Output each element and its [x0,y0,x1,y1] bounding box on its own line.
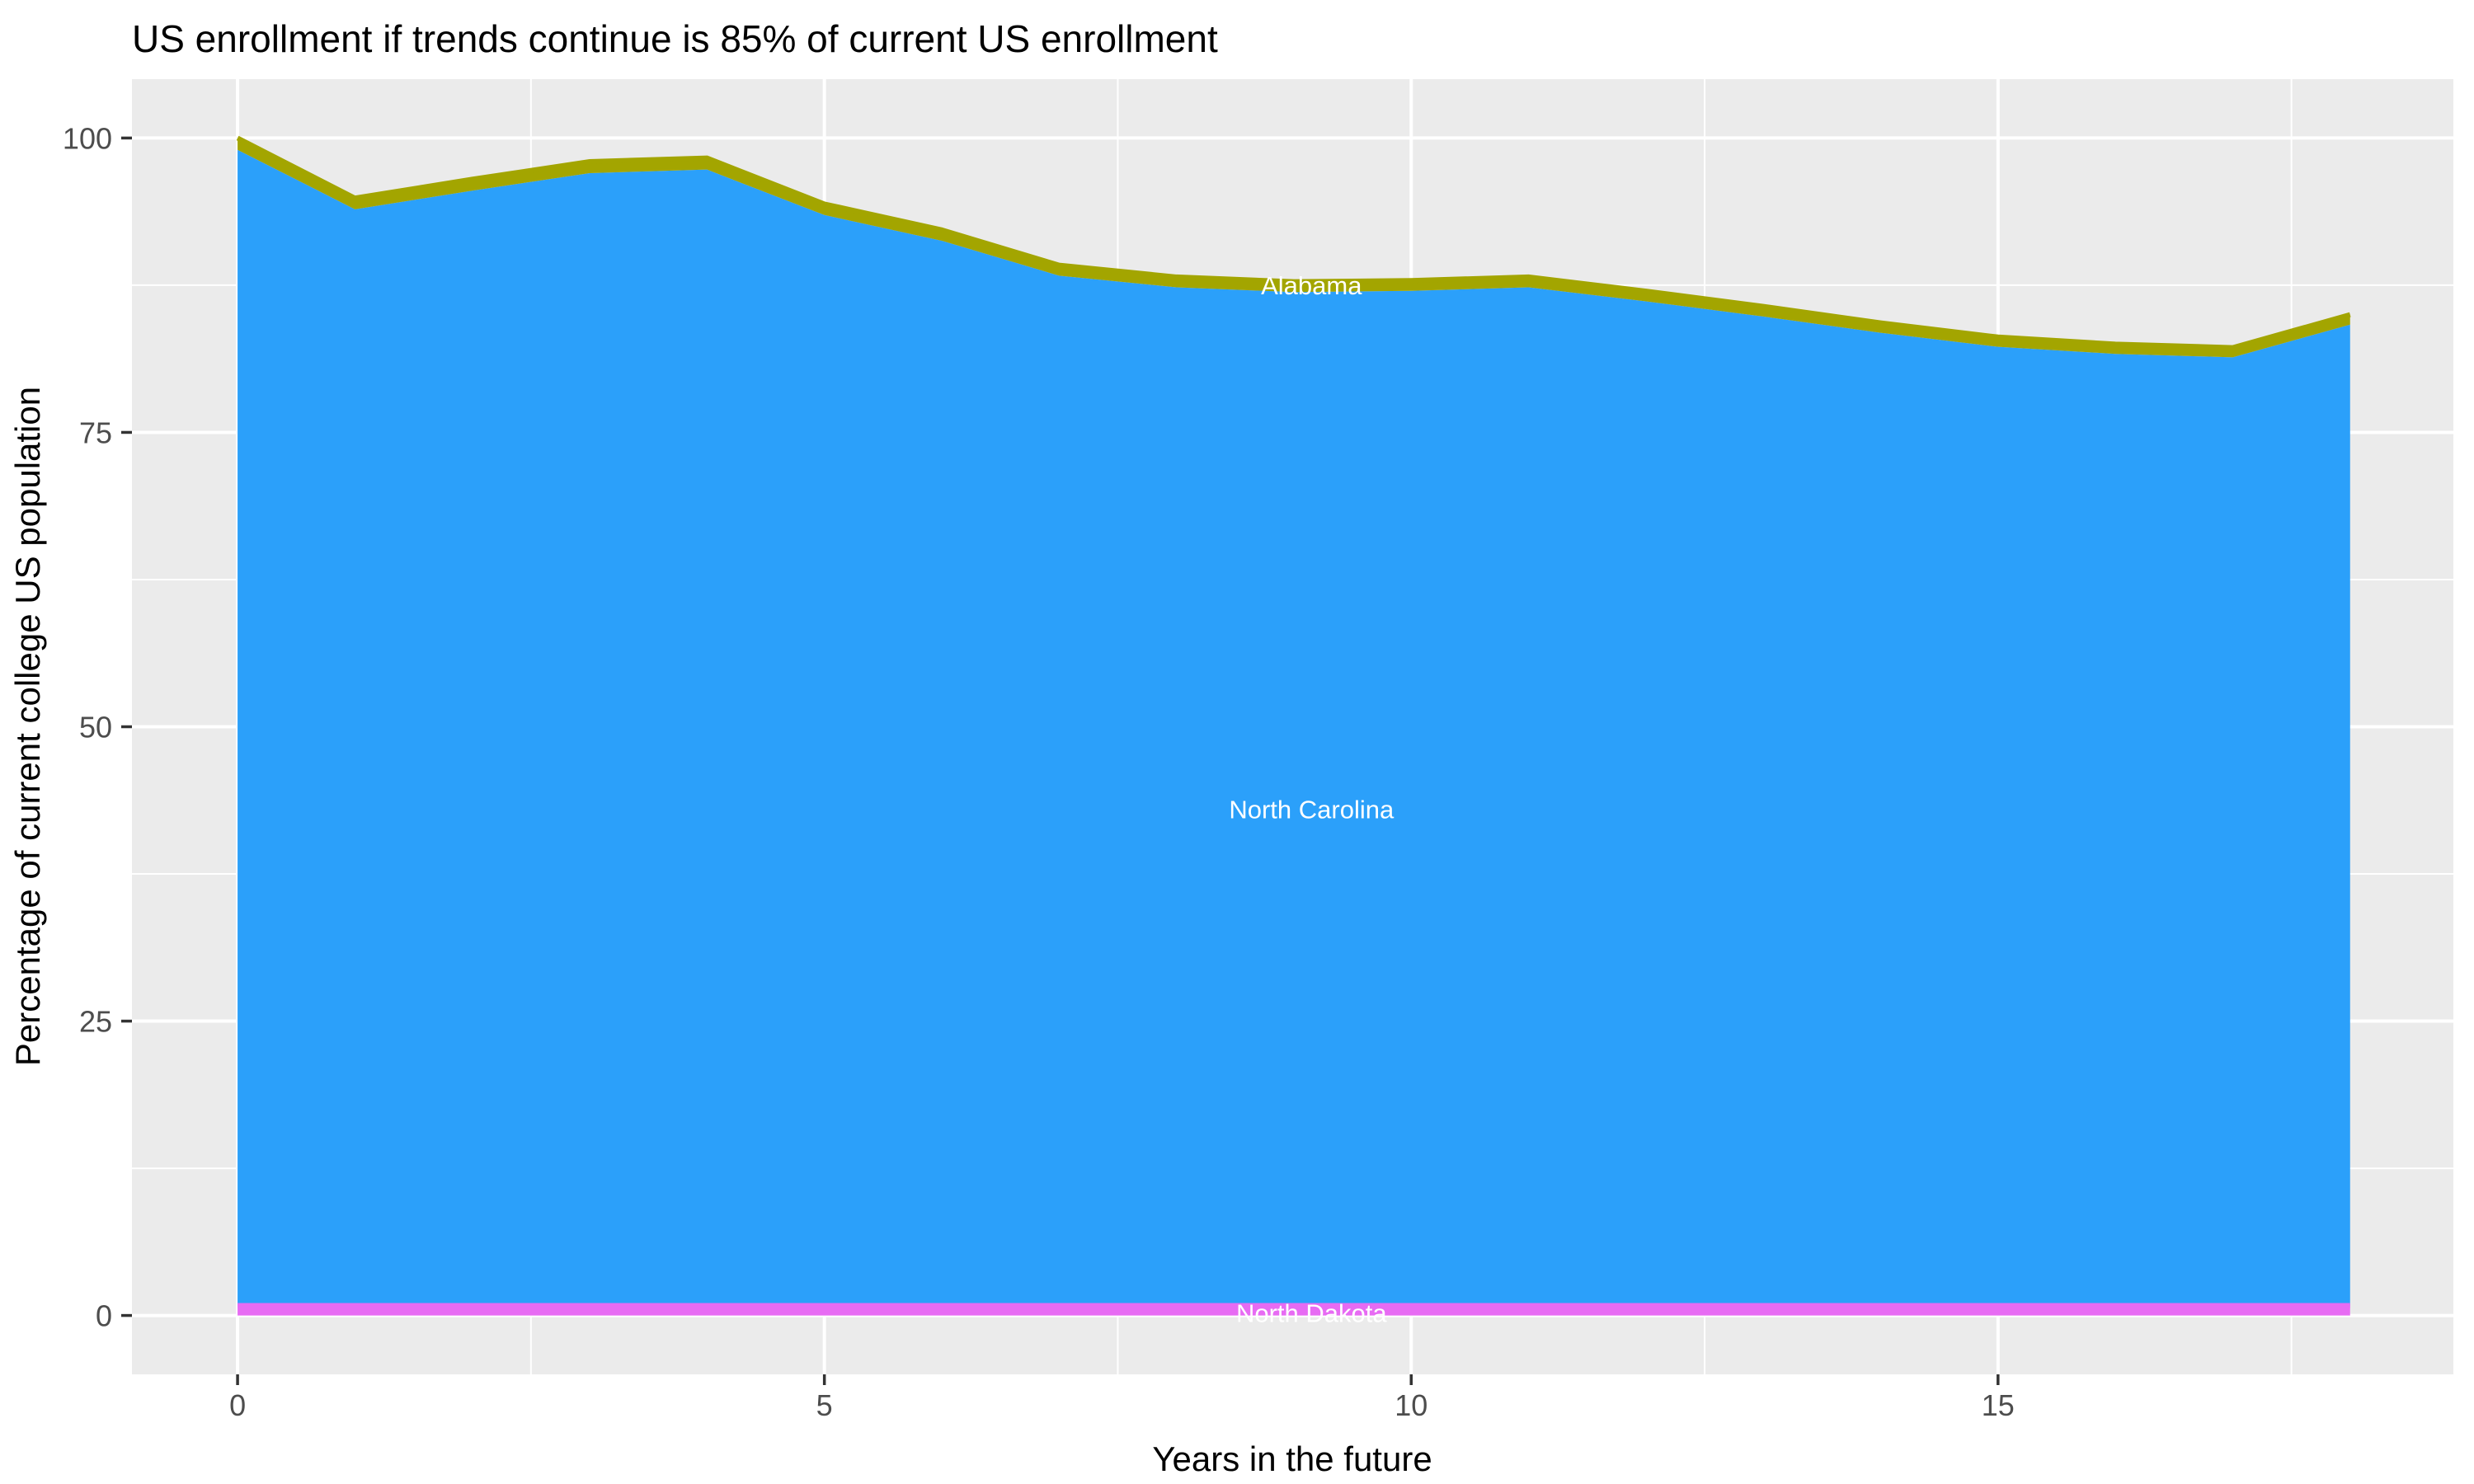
y-tick-label: 25 [79,1005,112,1039]
y-axis-title: Percentage of current college US populat… [8,387,47,1066]
x-tick-label: 5 [816,1388,833,1422]
x-tick-label: 0 [229,1388,246,1422]
chart-title: US enrollment if trends continue is 85% … [132,17,1218,60]
line-alabama [236,135,2351,350]
band-label-north-carolina: North Carolina [1229,795,1395,824]
band-label-north-dakota: North Dakota [1236,1299,1387,1328]
x-axis-title: Years in the future [1152,1439,1432,1478]
y-tick-label: 75 [79,416,112,449]
y-tick-label: 0 [96,1299,112,1333]
area-north-carolina [238,149,2350,1306]
x-tick-label: 15 [1982,1388,2015,1422]
band-label-alabama: Alabama [1261,271,1362,300]
y-tick-label: 50 [79,711,112,744]
y-tick-label: 100 [63,121,112,155]
area-north-dakota [238,1305,2350,1316]
chart-layer: North Dakota North Carolina Alabama 0 5 10 15 0… [63,79,2453,1422]
x-tick-label: 10 [1395,1388,1427,1422]
